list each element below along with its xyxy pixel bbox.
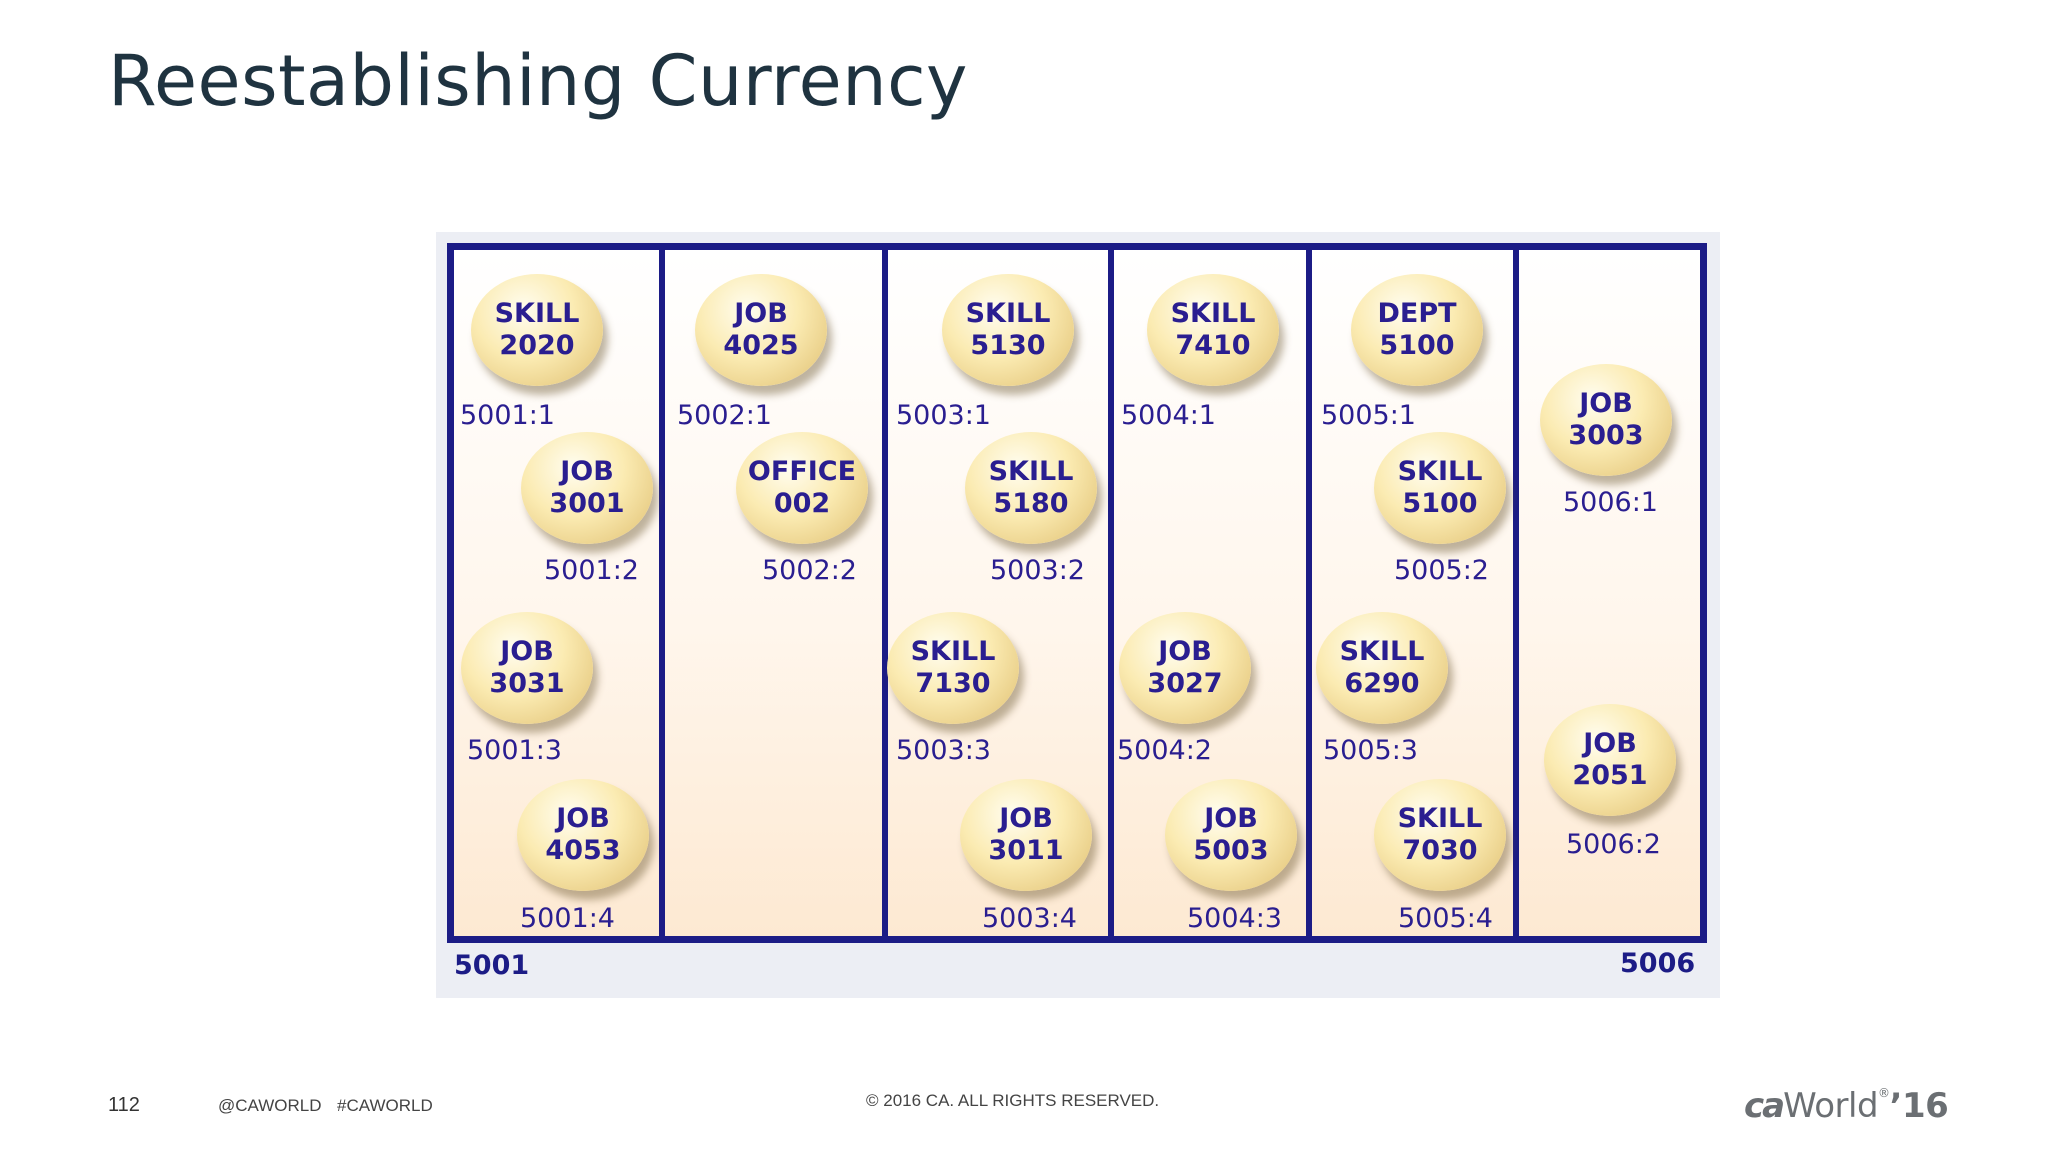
record-id: 3003 xyxy=(1568,420,1644,451)
record-dbkey: 5002:1 xyxy=(677,400,772,431)
record-node: SKILL 6290 xyxy=(1316,612,1448,724)
record-node: JOB 5003 xyxy=(1165,779,1297,891)
record-dbkey: 5005:2 xyxy=(1394,555,1489,586)
page-divider xyxy=(882,250,888,936)
record-id: 4025 xyxy=(723,330,799,361)
page-divider xyxy=(1513,250,1519,936)
record-id: 2051 xyxy=(1572,760,1648,791)
ca-world-logo: caWorld®’16 xyxy=(1744,1086,1949,1126)
record-id: 3001 xyxy=(549,488,625,519)
record-node: JOB 3001 xyxy=(521,432,653,544)
page-divider xyxy=(1306,250,1312,936)
record-node: JOB 3003 xyxy=(1540,364,1672,476)
record-dbkey: 5005:1 xyxy=(1321,400,1416,431)
record-type: JOB xyxy=(1204,803,1258,834)
record-id: 3011 xyxy=(988,835,1064,866)
last-page-label: 5006 xyxy=(1620,948,1696,979)
record-type: OFFICE xyxy=(747,456,857,487)
record-type: SKILL xyxy=(988,456,1074,487)
record-node: SKILL 7410 xyxy=(1147,274,1279,386)
record-id: 2020 xyxy=(499,330,575,361)
record-node: SKILL 7030 xyxy=(1374,779,1506,891)
record-type: SKILL xyxy=(965,298,1051,329)
record-node: SKILL 5180 xyxy=(965,432,1097,544)
record-node: DEPT 5100 xyxy=(1351,274,1483,386)
record-node: SKILL 5100 xyxy=(1374,432,1506,544)
record-id: 7030 xyxy=(1402,835,1478,866)
record-node: SKILL 2020 xyxy=(471,274,603,386)
record-id: 4053 xyxy=(545,835,621,866)
record-type: JOB xyxy=(734,298,788,329)
record-dbkey: 5004:3 xyxy=(1187,903,1282,934)
record-id: 6290 xyxy=(1344,668,1420,699)
record-node: JOB 3027 xyxy=(1119,612,1251,724)
record-dbkey: 5006:2 xyxy=(1566,829,1661,860)
record-type: JOB xyxy=(556,803,610,834)
record-dbkey: 5006:1 xyxy=(1563,487,1658,518)
record-type: JOB xyxy=(500,636,554,667)
record-id: 5130 xyxy=(970,330,1046,361)
record-node: JOB 4025 xyxy=(695,274,827,386)
page-divider xyxy=(659,250,665,936)
record-dbkey: 5003:4 xyxy=(982,903,1077,934)
record-type: DEPT xyxy=(1377,298,1457,329)
record-id: 5100 xyxy=(1379,330,1455,361)
record-id: 5180 xyxy=(993,488,1069,519)
record-id: 7410 xyxy=(1175,330,1251,361)
record-id: 5100 xyxy=(1402,488,1478,519)
record-node: OFFICE 002 xyxy=(736,432,868,544)
record-type: JOB xyxy=(560,456,614,487)
record-dbkey: 5003:1 xyxy=(896,400,991,431)
record-dbkey: 5005:4 xyxy=(1398,903,1493,934)
hashtag: #CAWORLD xyxy=(337,1096,433,1115)
logo-trademark: ® xyxy=(1878,1086,1890,1100)
record-type: JOB xyxy=(999,803,1053,834)
twitter-handle: @CAWORLD xyxy=(218,1096,322,1115)
record-type: SKILL xyxy=(1397,803,1483,834)
record-type: SKILL xyxy=(1397,456,1483,487)
page-number: 112 xyxy=(108,1094,140,1116)
record-dbkey: 5005:3 xyxy=(1323,735,1418,766)
record-node: SKILL 5130 xyxy=(942,274,1074,386)
record-type: SKILL xyxy=(494,298,580,329)
record-dbkey: 5001:1 xyxy=(460,400,555,431)
record-id: 3027 xyxy=(1147,668,1223,699)
record-type: JOB xyxy=(1579,388,1633,419)
record-id: 5003 xyxy=(1193,835,1269,866)
record-node: JOB 3011 xyxy=(960,779,1092,891)
record-dbkey: 5001:3 xyxy=(467,735,562,766)
record-dbkey: 5001:4 xyxy=(520,903,615,934)
logo-world: World xyxy=(1783,1086,1879,1126)
record-id: 3031 xyxy=(489,668,565,699)
record-dbkey: 5002:2 xyxy=(762,555,857,586)
record-type: SKILL xyxy=(1339,636,1425,667)
record-dbkey: 5001:2 xyxy=(544,555,639,586)
logo-ca: ca xyxy=(1744,1086,1785,1126)
record-node: JOB 2051 xyxy=(1544,704,1676,816)
first-page-label: 5001 xyxy=(454,950,530,981)
record-node: SKILL 7130 xyxy=(887,612,1019,724)
record-type: JOB xyxy=(1158,636,1212,667)
record-id: 7130 xyxy=(915,668,991,699)
copyright-notice: © 2016 CA. ALL RIGHTS RESERVED. xyxy=(866,1091,1160,1110)
record-node: JOB 3031 xyxy=(461,612,593,724)
slide-title: Reestablishing Currency xyxy=(108,40,968,122)
record-dbkey: 5004:2 xyxy=(1117,735,1212,766)
record-type: JOB xyxy=(1583,728,1637,759)
logo-year: ’16 xyxy=(1889,1086,1949,1126)
page-divider xyxy=(1108,250,1114,936)
record-id: 002 xyxy=(773,488,831,519)
record-type: SKILL xyxy=(1170,298,1256,329)
record-dbkey: 5003:3 xyxy=(896,735,991,766)
record-node: JOB 4053 xyxy=(517,779,649,891)
record-dbkey: 5003:2 xyxy=(990,555,1085,586)
record-type: SKILL xyxy=(910,636,996,667)
record-dbkey: 5004:1 xyxy=(1121,400,1216,431)
